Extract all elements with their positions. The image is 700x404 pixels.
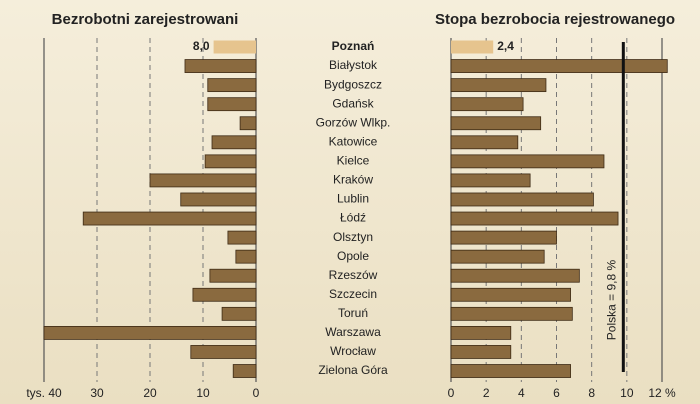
bar — [192, 287, 257, 302]
x-tick-label: 4 — [518, 386, 525, 400]
bar — [221, 306, 257, 321]
category-label: Olsztyn — [333, 230, 373, 244]
category-label: Kielce — [337, 154, 370, 168]
value-label: 2,4 — [497, 39, 514, 53]
bar — [450, 211, 619, 226]
bar — [450, 287, 571, 302]
bar — [232, 364, 257, 378]
bar — [450, 192, 594, 207]
bar — [180, 192, 257, 207]
left-title: Bezrobotni zarejestrowani — [52, 11, 239, 28]
category-label: Łódź — [340, 211, 366, 225]
bar — [235, 249, 257, 264]
bar — [451, 40, 494, 54]
bar — [450, 306, 573, 321]
bar — [450, 325, 512, 340]
bar — [227, 230, 257, 245]
bar — [450, 230, 557, 245]
bar — [82, 211, 257, 226]
bar — [450, 249, 545, 264]
bar — [450, 135, 519, 150]
category-label: Rzeszów — [329, 268, 378, 282]
bar — [184, 59, 257, 73]
bar — [204, 154, 257, 169]
category-label: Toruń — [338, 306, 368, 320]
category-label: Bydgoszcz — [324, 77, 382, 91]
category-label: Kraków — [333, 173, 373, 187]
x-tick-label: 20 — [143, 386, 157, 400]
bar — [207, 97, 257, 112]
x-tick-label: 2 — [483, 386, 490, 400]
category-label: Gorzów Wlkp. — [316, 115, 391, 129]
bar — [149, 173, 257, 188]
bar — [450, 364, 571, 378]
category-label: Wrocław — [330, 344, 376, 358]
bar — [207, 78, 257, 93]
category-label: Warszawa — [325, 325, 381, 339]
reference-label: Polska = 9,8 % — [604, 259, 618, 340]
bar — [213, 40, 256, 54]
x-tick-label: 8 — [588, 386, 595, 400]
x-tick-label: 10 — [196, 386, 210, 400]
category-label: Opole — [337, 249, 369, 263]
x-tick-label: 30 — [90, 386, 104, 400]
category-label: Szczecin — [329, 287, 377, 301]
bar — [450, 345, 512, 359]
right-title: Stopa bezrobocia rejestrowanego — [435, 11, 675, 28]
x-tick-label: 10 — [620, 386, 634, 400]
bar — [211, 135, 257, 150]
x-tick-label: 0 — [448, 386, 455, 400]
bar — [450, 78, 547, 93]
value-label: 8,0 — [193, 39, 210, 53]
bar — [43, 325, 257, 340]
category-label: Białystok — [329, 58, 378, 72]
category-label: Katowice — [329, 134, 378, 148]
bar — [450, 173, 531, 188]
x-tick-label: 6 — [553, 386, 560, 400]
bar — [209, 268, 257, 283]
x-tick-label: 12 % — [648, 386, 676, 400]
category-label: Poznań — [332, 39, 375, 53]
category-label: Lublin — [337, 192, 369, 206]
x-tick-label: tys. 40 — [26, 386, 62, 400]
bar — [239, 116, 257, 131]
category-label: Zielona Góra — [318, 363, 388, 377]
bar — [450, 268, 580, 283]
bar — [190, 345, 257, 359]
bar — [450, 97, 524, 112]
bar — [450, 154, 605, 169]
bar — [450, 116, 542, 131]
category-label: Gdańsk — [332, 96, 374, 110]
bar — [450, 59, 668, 73]
x-tick-label: 0 — [253, 386, 260, 400]
